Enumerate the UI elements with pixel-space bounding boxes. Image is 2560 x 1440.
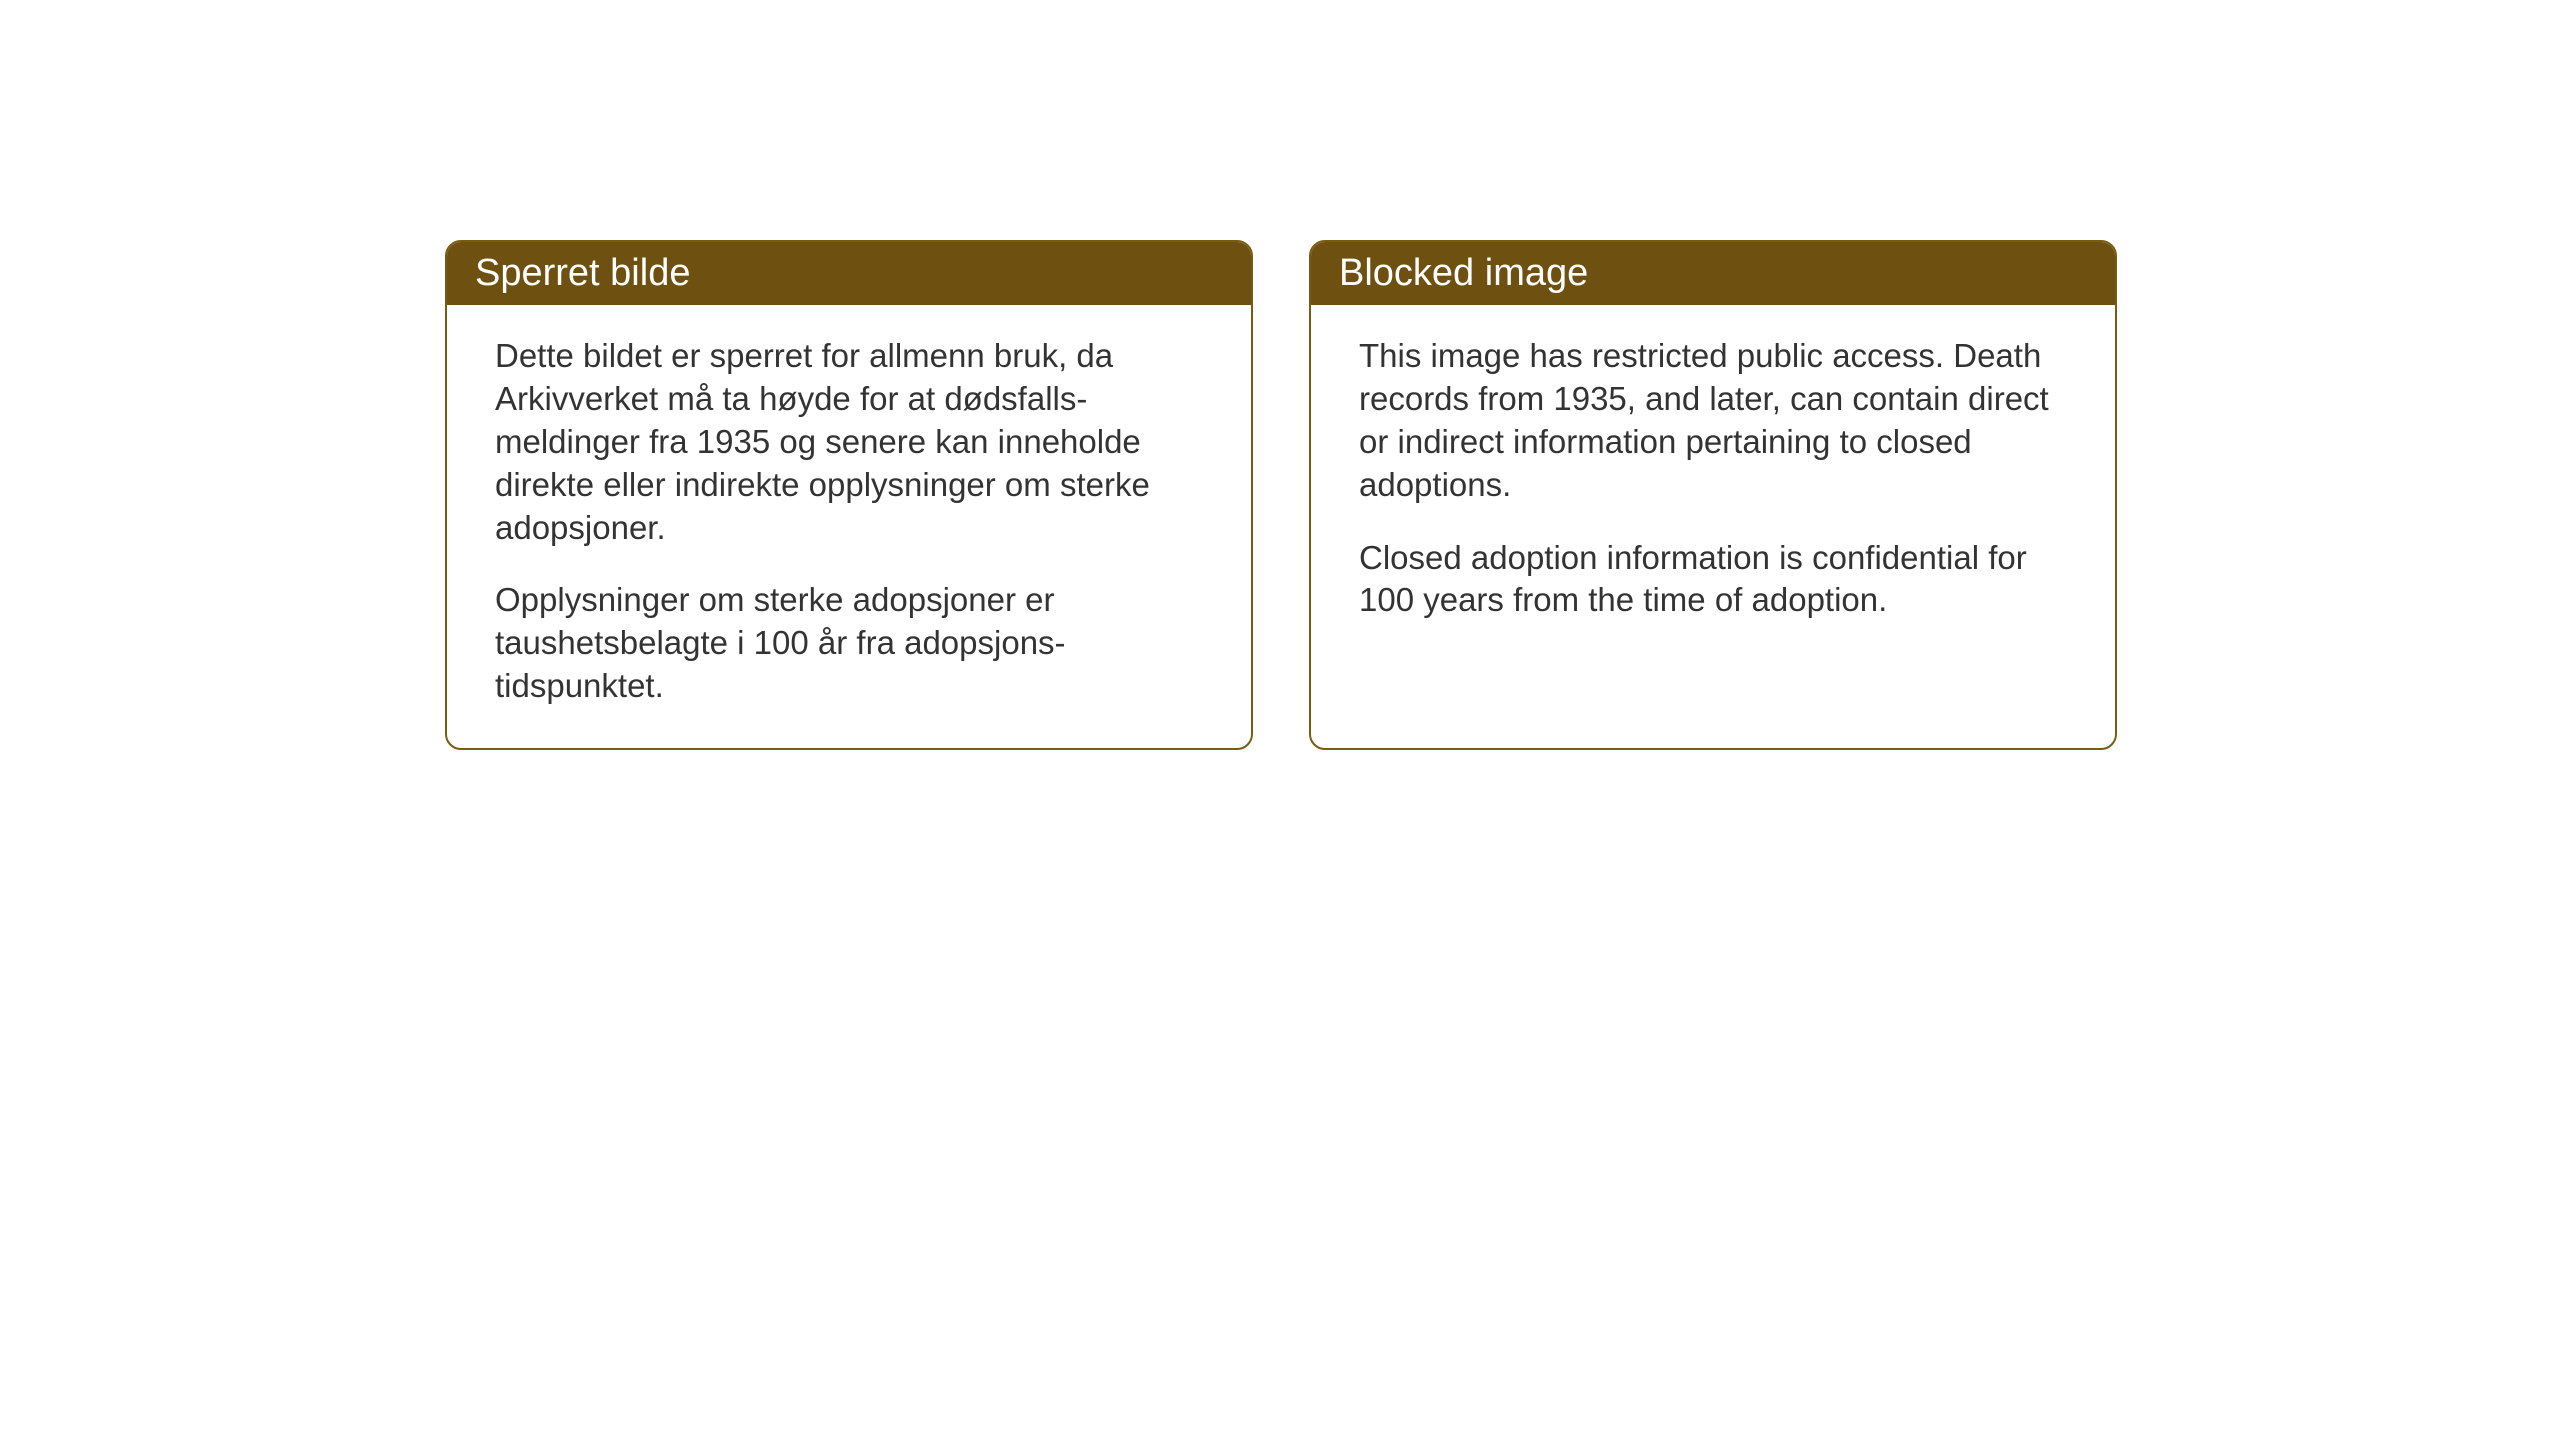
- cards-container: Sperret bilde Dette bildet er sperret fo…: [445, 240, 2117, 750]
- card-title-english: Blocked image: [1311, 242, 2115, 305]
- card-body-norwegian: Dette bildet er sperret for allmenn bruk…: [447, 305, 1251, 748]
- card-title-norwegian: Sperret bilde: [447, 242, 1251, 305]
- card-paragraph-1-norwegian: Dette bildet er sperret for allmenn bruk…: [495, 335, 1203, 549]
- card-paragraph-2-english: Closed adoption information is confident…: [1359, 537, 2067, 623]
- card-paragraph-1-english: This image has restricted public access.…: [1359, 335, 2067, 507]
- card-paragraph-2-norwegian: Opplysninger om sterke adopsjoner er tau…: [495, 579, 1203, 708]
- blocked-image-card-english: Blocked image This image has restricted …: [1309, 240, 2117, 750]
- card-body-english: This image has restricted public access.…: [1311, 305, 2115, 662]
- blocked-image-card-norwegian: Sperret bilde Dette bildet er sperret fo…: [445, 240, 1253, 750]
